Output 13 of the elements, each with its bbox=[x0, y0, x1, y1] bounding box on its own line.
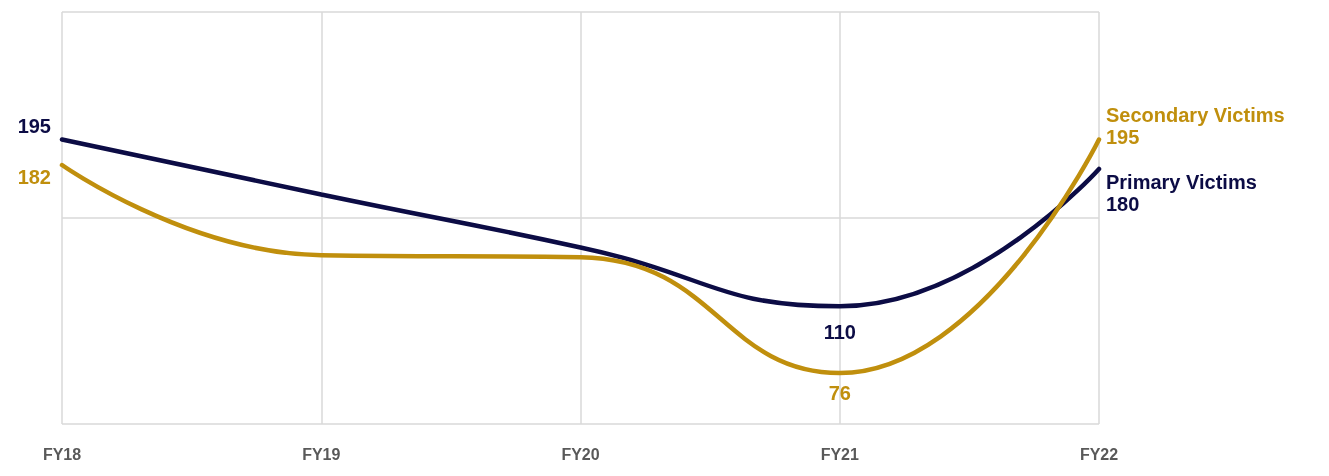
data-label: 195 bbox=[17, 114, 51, 137]
data-label: 180 bbox=[1106, 192, 1140, 215]
series-label: Primary Victims bbox=[1106, 170, 1257, 193]
data-label: 182 bbox=[17, 166, 51, 189]
data-label: 76 bbox=[828, 381, 851, 404]
x-tick-label: FY18 bbox=[42, 445, 82, 463]
data-label: 110 bbox=[823, 321, 856, 344]
x-tick-label: FY19 bbox=[302, 445, 341, 463]
series-label: Secondary Victims bbox=[1106, 103, 1285, 126]
x-tick-label: FY20 bbox=[561, 445, 600, 463]
x-tick-label: FY22 bbox=[1079, 445, 1119, 463]
data-label: 195 bbox=[1106, 125, 1140, 148]
x-tick-label: FY21 bbox=[820, 445, 859, 463]
